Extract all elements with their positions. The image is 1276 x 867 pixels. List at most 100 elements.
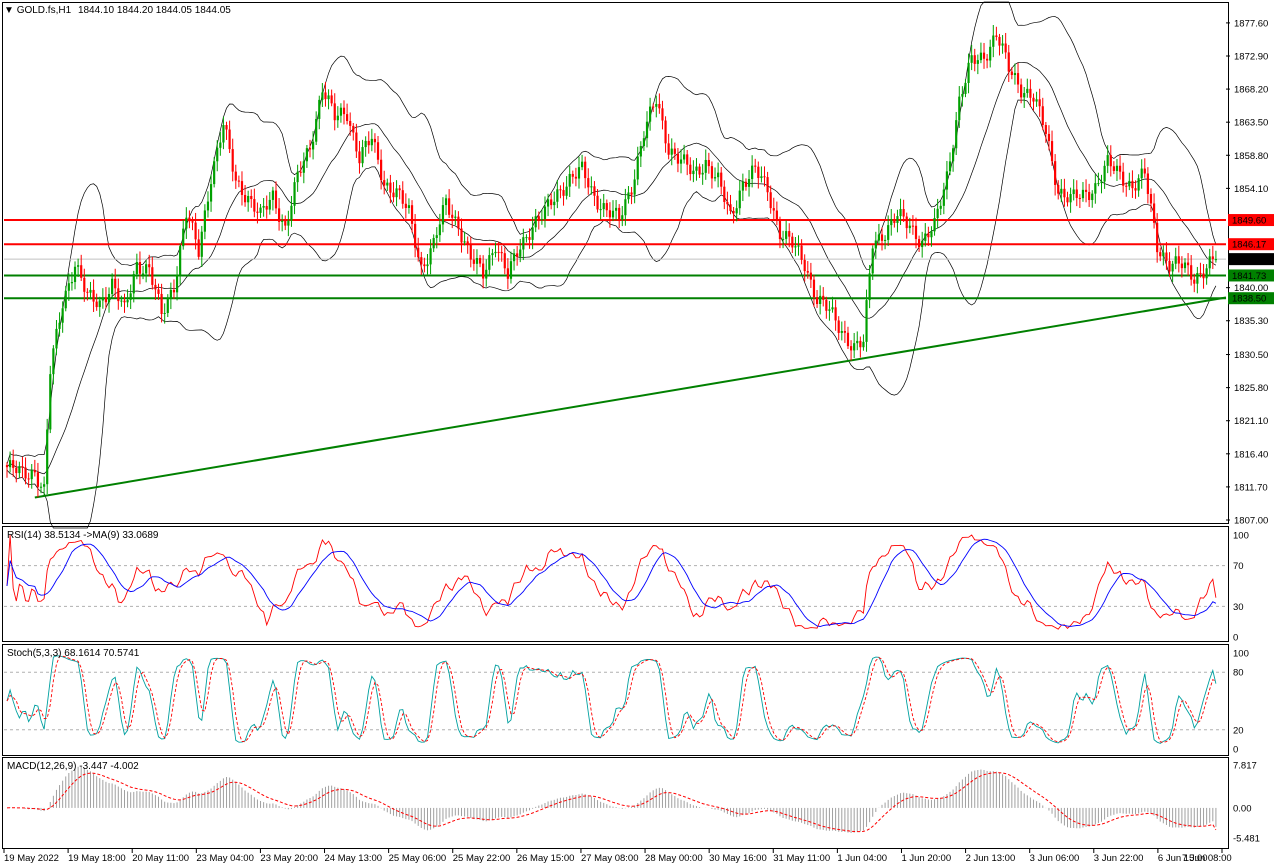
candle-body xyxy=(355,132,358,152)
time-tick-label: 30 May 16:00 xyxy=(709,853,767,864)
candle-body xyxy=(191,221,194,223)
candle-body xyxy=(46,429,49,485)
candle-body xyxy=(890,219,893,226)
candle-body xyxy=(843,331,846,333)
candle-body xyxy=(584,161,587,179)
candle-body xyxy=(1072,189,1075,195)
candlesticks xyxy=(5,25,1218,498)
candle-body xyxy=(234,171,237,181)
candle-body xyxy=(237,180,240,182)
current-price-tag-label: 1844.05 xyxy=(1232,255,1266,266)
candle-body xyxy=(163,312,166,314)
candle-body xyxy=(921,240,924,248)
candle-body xyxy=(336,115,339,121)
candle-body xyxy=(1044,125,1047,134)
candle-body xyxy=(732,210,735,214)
candle-body xyxy=(571,173,574,177)
candle-body xyxy=(197,239,200,257)
rsi-axis-label: 30 xyxy=(1233,602,1244,613)
candle-body xyxy=(815,297,819,305)
candle-body xyxy=(460,228,463,243)
candle-body xyxy=(27,478,30,480)
candle-body xyxy=(485,269,488,279)
candle-body xyxy=(952,148,955,162)
candle-body xyxy=(1035,99,1038,102)
price-tick-label: 1835.30 xyxy=(1234,316,1268,327)
candle-body xyxy=(1134,188,1137,191)
candle-body xyxy=(1140,168,1143,179)
candle-body xyxy=(704,159,707,173)
axis-labels: 1877.60 1872.90 1868.20 1863.50 1858.80 1854.… xyxy=(3,18,1268,864)
indicator-grid-lines xyxy=(4,565,1226,731)
candle-body xyxy=(645,121,649,139)
candle-body xyxy=(633,179,636,195)
candle-body xyxy=(1190,265,1193,280)
candle-body xyxy=(49,374,52,430)
candle-body xyxy=(383,180,386,186)
candle-body xyxy=(380,159,383,181)
candle-body xyxy=(145,264,148,274)
candle-body xyxy=(800,245,803,260)
rsi-label: RSI(14) 38.5134 ->MA(9) 33.0689 xyxy=(7,530,159,541)
candle-body xyxy=(636,156,639,180)
candle-body xyxy=(73,266,77,283)
candle-body xyxy=(200,231,203,257)
candle-body xyxy=(930,231,933,238)
candle-body xyxy=(8,460,12,468)
candle-body xyxy=(30,470,33,480)
candle-body xyxy=(361,147,364,164)
candle-body xyxy=(213,161,216,185)
price-tick-label: 1863.50 xyxy=(1234,118,1268,129)
candle-body xyxy=(828,309,831,311)
candle-body xyxy=(500,251,503,254)
candle-body xyxy=(1029,88,1032,98)
candle-body xyxy=(104,297,108,303)
candle-body xyxy=(333,103,336,121)
candle-body xyxy=(871,248,874,274)
candle-body xyxy=(448,198,451,215)
candle-body xyxy=(349,120,352,126)
candle-body xyxy=(754,165,757,167)
candle-body xyxy=(126,299,129,303)
candle-body xyxy=(277,208,281,222)
candle-body xyxy=(695,166,698,171)
candle-body xyxy=(222,125,225,143)
candle-body xyxy=(806,271,809,273)
candle-body xyxy=(120,300,123,302)
candle-body xyxy=(188,217,191,222)
candle-body xyxy=(482,263,485,279)
candle-body xyxy=(1091,193,1094,201)
candle-body xyxy=(751,165,754,180)
candle-body xyxy=(271,190,274,200)
chevron-down-icon[interactable]: ▼ xyxy=(4,5,14,16)
rsi-lines xyxy=(6,534,1217,630)
candle-body xyxy=(324,92,327,100)
symbol-header[interactable]: ▼ GOLD.fs,H1 1844.10 1844.20 1844.05 184… xyxy=(4,5,231,16)
candle-body xyxy=(401,190,404,204)
candle-body xyxy=(293,182,296,206)
candle-body xyxy=(973,55,976,64)
candle-body xyxy=(1020,84,1023,98)
time-tick-label: 7 Jun 08:00 xyxy=(1182,853,1232,864)
candle-body xyxy=(534,216,537,228)
candle-body xyxy=(596,195,599,210)
candle-body xyxy=(543,206,547,219)
candle-body xyxy=(123,300,126,303)
candle-body xyxy=(1196,272,1199,284)
candle-body xyxy=(287,220,290,226)
horizontal-levels xyxy=(4,219,1226,300)
candle-body xyxy=(420,257,423,265)
candle-body xyxy=(138,261,142,274)
candle-body xyxy=(1066,197,1069,203)
candle-body xyxy=(21,466,24,468)
candle-body xyxy=(203,210,206,232)
candle-body xyxy=(376,142,380,160)
candle-body xyxy=(766,177,769,193)
candle-body xyxy=(55,328,58,349)
candle-body xyxy=(111,278,114,294)
candle-body xyxy=(1004,43,1007,53)
macd-series xyxy=(6,766,1217,834)
candle-body xyxy=(392,192,395,198)
candle-body xyxy=(1146,173,1149,194)
candle-body xyxy=(574,176,577,179)
